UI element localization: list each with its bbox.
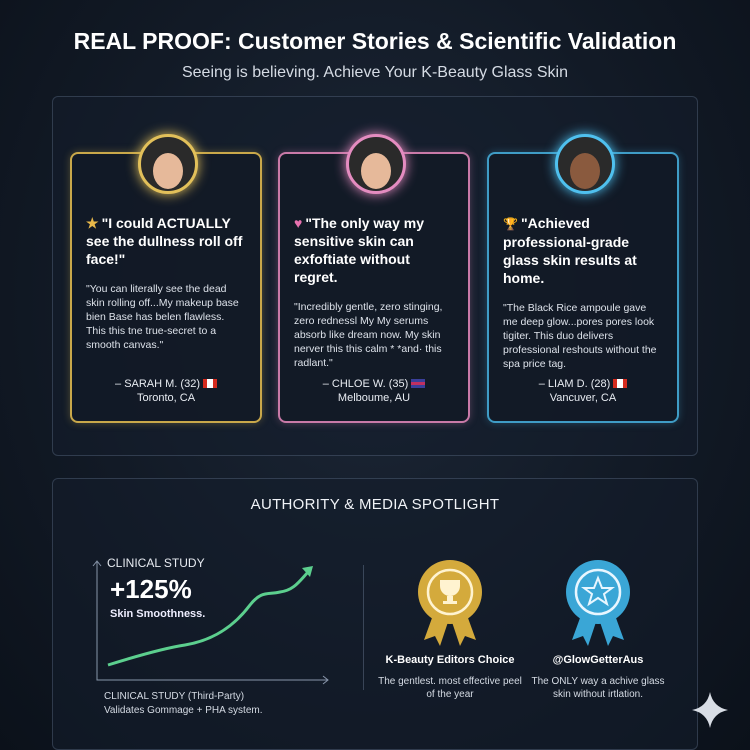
badge-desc: The gentlest. most effective peel of the… [378, 676, 522, 700]
trend-arrowhead [302, 566, 313, 577]
testimonial-quote: "Incredibly gentle, zero stinging, zero … [294, 301, 443, 369]
footnote-line: Validates Gommage + PHA system. [104, 705, 263, 716]
divider [363, 565, 364, 690]
badge-desc: The ONLY way a achive glass skin without… [531, 676, 665, 700]
avatar [346, 134, 406, 194]
clinical-study-label: CLINICAL STUDY [107, 556, 205, 570]
chart-y-arrow [92, 560, 102, 567]
star-rosette-icon [566, 560, 630, 646]
badge-title: @GlowGetterAus [552, 654, 644, 666]
trophy-icon: 🏆 [503, 217, 518, 231]
footnote-line: CLINICAL STUDY (Third-Party) [104, 691, 245, 702]
clinical-study-metric: Skin Smoothness. [110, 608, 206, 620]
chart-axes [96, 562, 328, 681]
clinical-study-value: +125% [110, 574, 192, 604]
testimonial-headline: "I could ACTUALLY see the dullness roll … [86, 215, 243, 267]
testimonial-quote: "The Black Rice ampoule gave me deep glo… [503, 302, 657, 370]
testimonial-headline: "Achieved professional-grade glass skin … [503, 215, 637, 286]
testimonial-card: ★ "I could ACTUALLY see the dullness roll… [70, 134, 262, 423]
trophy-rosette-icon [418, 560, 482, 646]
testimonial-location: Melboume, AU [337, 392, 411, 404]
uk-flag-icon [411, 379, 426, 388]
page-title: REAL PROOF: Customer Stories & Scientifi… [73, 28, 677, 54]
testimonial-location: Toronto, CA [136, 392, 196, 404]
star-icon: ★ [86, 215, 99, 231]
badge-title: K-Beauty Editors Choice [385, 654, 515, 666]
avatar [555, 134, 615, 194]
canada-flag-icon [613, 379, 628, 388]
sparkle-icon [692, 692, 728, 728]
page-subtitle: Seeing is believing. Achieve Your K-Beau… [181, 64, 568, 81]
canada-flag-icon [202, 379, 217, 388]
chart-x-arrow [322, 675, 329, 685]
heart-icon: ♥ [294, 215, 303, 231]
avatar [138, 134, 198, 194]
spotlight-heading: AUTHORITY & MEDIA SPOTLIGHT [250, 496, 500, 513]
testimonial-author: – SARAH M. (32) [115, 378, 200, 390]
testimonial-card: 🏆 "Achieved professional-grade glass skin… [487, 134, 679, 423]
testimonial-quote: "You can literally see the dead skin rol… [86, 283, 239, 351]
testimonial-author: – CHLOE W. (35) [322, 378, 409, 390]
clinical-study-footnote: CLINICAL STUDY (Third-Party) Validates Go… [104, 690, 263, 718]
trend-line [107, 568, 312, 667]
testimonial-location: Vancuver, CA [549, 392, 617, 404]
testimonial-author: – LIAM D. (28) [538, 378, 611, 390]
testimonial-card: ♥ "The only way my sensitive skin can exf… [278, 134, 470, 423]
testimonial-headline: "The only way my sensitive skin can exfo… [294, 215, 424, 285]
